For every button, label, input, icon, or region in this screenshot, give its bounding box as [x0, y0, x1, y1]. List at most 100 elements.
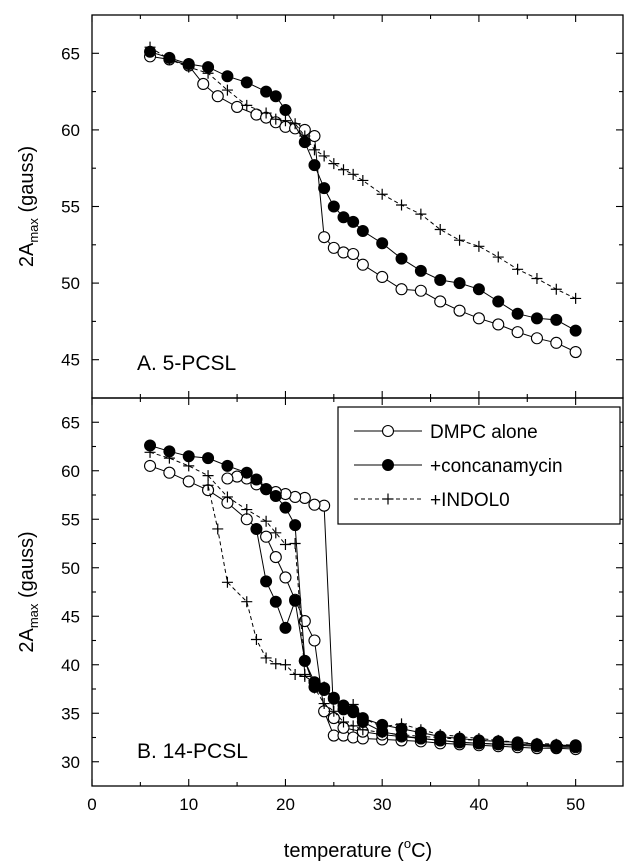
plus-marker	[434, 729, 446, 741]
filled-circle-marker	[382, 459, 394, 471]
y-tick-label: 55	[61, 510, 80, 529]
y-axis-title: 2Amax (gauss)	[16, 146, 41, 267]
plus-marker	[376, 188, 388, 200]
plus-marker	[202, 470, 214, 482]
y-axis-title-main: 2A	[16, 242, 38, 267]
filled-circle-marker	[356, 225, 369, 238]
plus-marker	[212, 523, 224, 535]
y-tick-label: 65	[61, 44, 80, 63]
panel-annotation: B. 14-PCSL	[137, 740, 248, 763]
open-circle-marker	[376, 270, 389, 284]
y-tick-label: 35	[61, 704, 80, 723]
open-circle-marker	[356, 258, 369, 271]
plus-marker	[531, 738, 543, 750]
filled-circle-marker	[240, 76, 253, 89]
plus-marker	[299, 670, 311, 682]
y-axis-title: 2Amax (gauss)	[16, 531, 41, 652]
plus-marker	[279, 659, 291, 671]
open-circle-marker	[453, 304, 466, 317]
filled-circle-marker	[308, 159, 321, 172]
y-axis-title-unit: (gauss)	[16, 531, 38, 603]
plus-marker	[415, 208, 427, 220]
plus-marker	[299, 130, 311, 142]
plus-marker	[454, 234, 466, 246]
open-circle-marker	[414, 284, 427, 297]
y-tick-label: 50	[61, 274, 80, 293]
axis-ticks	[91, 15, 623, 786]
plus-marker	[144, 41, 156, 53]
open-circle-marker	[279, 487, 292, 501]
open-circle-marker	[395, 283, 408, 296]
open-circle-marker	[569, 345, 582, 359]
series-2	[144, 446, 582, 752]
filled-circle-marker	[318, 182, 331, 195]
filled-circle-marker	[414, 264, 427, 277]
plus-marker	[163, 452, 175, 464]
plus-marker	[347, 720, 359, 732]
x-axis-title-unit: C)	[411, 840, 432, 862]
filled-circle-marker	[279, 621, 292, 634]
open-circle-marker	[163, 466, 176, 479]
plus-marker	[492, 734, 504, 746]
plus-marker	[550, 739, 562, 751]
x-tick-label: 20	[276, 795, 295, 814]
plus-marker	[473, 732, 485, 744]
plus-marker	[270, 658, 282, 670]
plus-marker	[337, 703, 349, 715]
open-circle-marker	[511, 326, 524, 339]
y-tick-label: 55	[61, 198, 80, 217]
plus-marker	[279, 115, 291, 127]
plus-marker	[337, 716, 349, 728]
open-circle-marker	[381, 424, 395, 438]
legend-label: DMPC alone	[430, 422, 538, 443]
plus-marker	[163, 53, 175, 65]
filled-circle-marker	[269, 595, 282, 608]
plus-marker	[289, 118, 301, 130]
y-tick-label: 60	[61, 462, 80, 481]
y-axis-title-sub: max	[26, 603, 41, 628]
plus-marker	[241, 99, 253, 111]
filled-circle-marker	[279, 103, 292, 116]
plus-marker	[512, 736, 524, 748]
filled-circle-marker	[202, 452, 215, 465]
data-series	[143, 41, 582, 756]
y-tick-label: 40	[61, 656, 80, 675]
plus-marker	[492, 251, 504, 263]
x-axis-title-main: temperature (	[284, 840, 404, 862]
open-circle-marker	[197, 77, 210, 90]
open-circle-marker	[211, 90, 224, 103]
open-circle-marker	[550, 336, 563, 349]
y-tick-label: 50	[61, 559, 80, 578]
plot-frame-A	[91, 14, 624, 399]
filled-circle-marker	[240, 466, 253, 479]
plus-marker	[202, 479, 214, 491]
filled-circle-marker	[327, 200, 340, 213]
plus-marker	[260, 515, 272, 527]
open-circle-marker	[308, 498, 321, 511]
plus-marker	[434, 223, 446, 235]
open-circle-marker	[318, 231, 331, 244]
x-tick-label: 50	[566, 795, 585, 814]
filled-circle-marker	[511, 307, 524, 320]
plus-marker	[289, 668, 301, 680]
filled-circle-marker	[550, 313, 563, 326]
legend-label: +concanamycin	[430, 456, 563, 477]
open-circle-marker	[530, 332, 543, 345]
open-circle-marker	[308, 634, 321, 647]
plus-marker	[531, 273, 543, 285]
plus-marker	[183, 61, 195, 73]
plus-marker	[376, 721, 388, 733]
series-line	[149, 46, 576, 299]
plus-marker	[570, 740, 582, 752]
plus-marker	[454, 731, 466, 743]
open-circle-marker	[279, 571, 292, 584]
open-circle-marker	[492, 318, 505, 331]
open-circle-marker	[182, 475, 195, 488]
plus-marker	[250, 634, 262, 646]
filled-circle-marker	[260, 483, 273, 496]
plus-marker	[337, 164, 349, 176]
plus-marker	[318, 698, 330, 710]
filled-circle-marker	[492, 295, 505, 308]
plus-marker	[347, 699, 359, 711]
plus-marker	[318, 681, 330, 693]
